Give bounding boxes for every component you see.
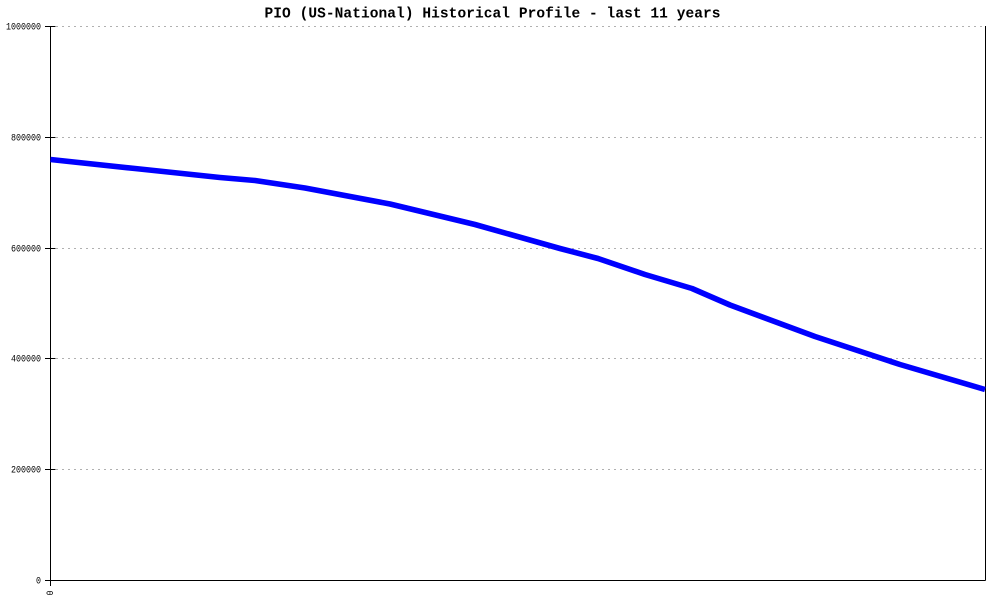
svg-text:800000: 800000: [11, 134, 41, 145]
svg-text:400000: 400000: [11, 355, 41, 366]
svg-text:200000: 200000: [11, 466, 41, 477]
svg-text:600000: 600000: [11, 245, 41, 256]
svg-text:1000000: 1000000: [6, 23, 41, 34]
svg-text:PIO (US-National) Historical P: PIO (US-National) Historical Profile - l…: [265, 7, 721, 23]
svg-text:0: 0: [36, 577, 41, 588]
svg-text:0: 0: [42, 591, 53, 596]
